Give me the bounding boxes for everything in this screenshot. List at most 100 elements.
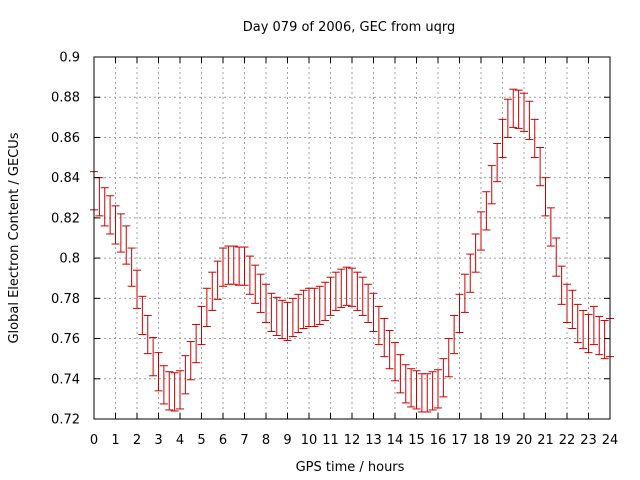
error-bar <box>568 289 577 329</box>
error-bar <box>536 147 545 187</box>
error-bar <box>192 323 201 364</box>
error-bar <box>245 255 254 295</box>
y-tick-label: 0.84 <box>51 171 80 186</box>
x-tick-label: 15 <box>408 433 425 448</box>
y-tick-label: 0.78 <box>51 292 80 307</box>
error-bar <box>396 354 405 394</box>
error-bar <box>219 247 227 287</box>
error-bar <box>391 342 399 382</box>
error-bar <box>181 355 190 395</box>
error-bar <box>256 273 265 313</box>
error-bar <box>503 98 512 138</box>
error-bar <box>283 301 292 342</box>
error-bar <box>262 283 270 323</box>
error-bar <box>149 337 158 377</box>
x-tick-label: 8 <box>262 433 270 448</box>
error-bar <box>165 371 174 411</box>
error-bar <box>428 371 437 411</box>
error-bar <box>407 368 416 408</box>
error-bar <box>278 299 287 340</box>
x-axis-label: GPS time / hours <box>296 460 405 475</box>
error-bar <box>385 330 394 370</box>
x-tick-label: 22 <box>559 433 576 448</box>
error-bar <box>138 295 147 336</box>
error-bar <box>450 314 459 355</box>
error-bar <box>423 373 432 413</box>
error-bar <box>444 338 453 378</box>
error-bar <box>267 292 276 333</box>
error-bar <box>412 370 421 410</box>
y-axis-label: Global Electron Content / GECUs <box>7 132 22 343</box>
error-bar <box>170 372 179 412</box>
error-bar <box>600 319 609 360</box>
x-tick-label: 13 <box>365 433 382 448</box>
x-tick-label: 1 <box>111 433 119 448</box>
error-bar <box>509 88 518 128</box>
error-bar <box>401 364 410 404</box>
x-tick-label: 23 <box>580 433 597 448</box>
error-bar <box>288 297 297 338</box>
y-tick-label: 0.9 <box>59 51 80 66</box>
axes: 0 1 2 3 4 5 6 7 8 9 10 11 12 13 14 15 16 17 18 19 20 21 22 23 24… <box>51 51 618 449</box>
error-bar <box>514 89 523 129</box>
error-bar <box>353 271 362 311</box>
error-bar <box>159 365 168 405</box>
error-bar <box>455 293 464 334</box>
error-bar <box>541 177 550 217</box>
error-bar <box>546 207 555 247</box>
error-bar <box>348 267 356 307</box>
error-bar <box>321 281 330 321</box>
error-bar <box>487 165 496 205</box>
chart-title: Day 079 of 2006, GEC from uqrg <box>243 20 456 35</box>
error-bar <box>552 237 561 277</box>
error-bar <box>584 313 593 354</box>
error-bar <box>380 317 389 358</box>
error-bar <box>342 266 351 306</box>
error-bar <box>471 233 480 273</box>
error-bar <box>477 211 485 251</box>
error-bar <box>197 305 206 346</box>
error-bar <box>213 260 222 300</box>
error-bar <box>482 191 491 231</box>
error-bar <box>493 142 502 183</box>
x-tick-label: 6 <box>219 433 227 448</box>
error-bar <box>573 303 582 344</box>
x-tick-label: 9 <box>283 433 291 448</box>
y-tick-label: 0.72 <box>51 413 80 428</box>
error-bar <box>143 314 152 355</box>
x-tick-label: 24 <box>602 433 619 448</box>
error-bar <box>466 253 475 293</box>
x-tick-label: 19 <box>494 433 511 448</box>
x-tick-label: 3 <box>154 433 162 448</box>
x-tick-label: 12 <box>344 433 361 448</box>
x-tick-label: 10 <box>301 433 318 448</box>
error-bar <box>530 118 539 159</box>
error-bar <box>229 245 238 285</box>
y-tick-label: 0.86 <box>51 131 80 146</box>
error-bar <box>186 341 195 381</box>
error-bar <box>299 289 308 329</box>
error-bar <box>358 276 367 316</box>
error-bar <box>460 273 469 313</box>
x-tick-label: 11 <box>322 433 339 448</box>
error-bar <box>251 264 260 304</box>
error-bar <box>557 265 566 305</box>
y-tick-label: 0.8 <box>59 252 80 267</box>
error-bar <box>133 269 141 309</box>
error-bar <box>310 287 319 327</box>
y-tick-label: 0.76 <box>51 332 80 347</box>
x-tick-label: 7 <box>240 433 248 448</box>
error-bar <box>374 305 383 346</box>
error-bar <box>315 285 324 325</box>
x-tick-label: 21 <box>537 433 554 448</box>
error-bar <box>116 213 125 253</box>
error-bar <box>589 305 598 346</box>
error-bar <box>331 271 340 311</box>
x-tick-label: 4 <box>176 433 184 448</box>
y-tick-label: 0.82 <box>51 211 80 226</box>
plot-frame <box>93 56 611 420</box>
x-tick-label: 18 <box>473 433 490 448</box>
error-bar <box>525 100 534 140</box>
